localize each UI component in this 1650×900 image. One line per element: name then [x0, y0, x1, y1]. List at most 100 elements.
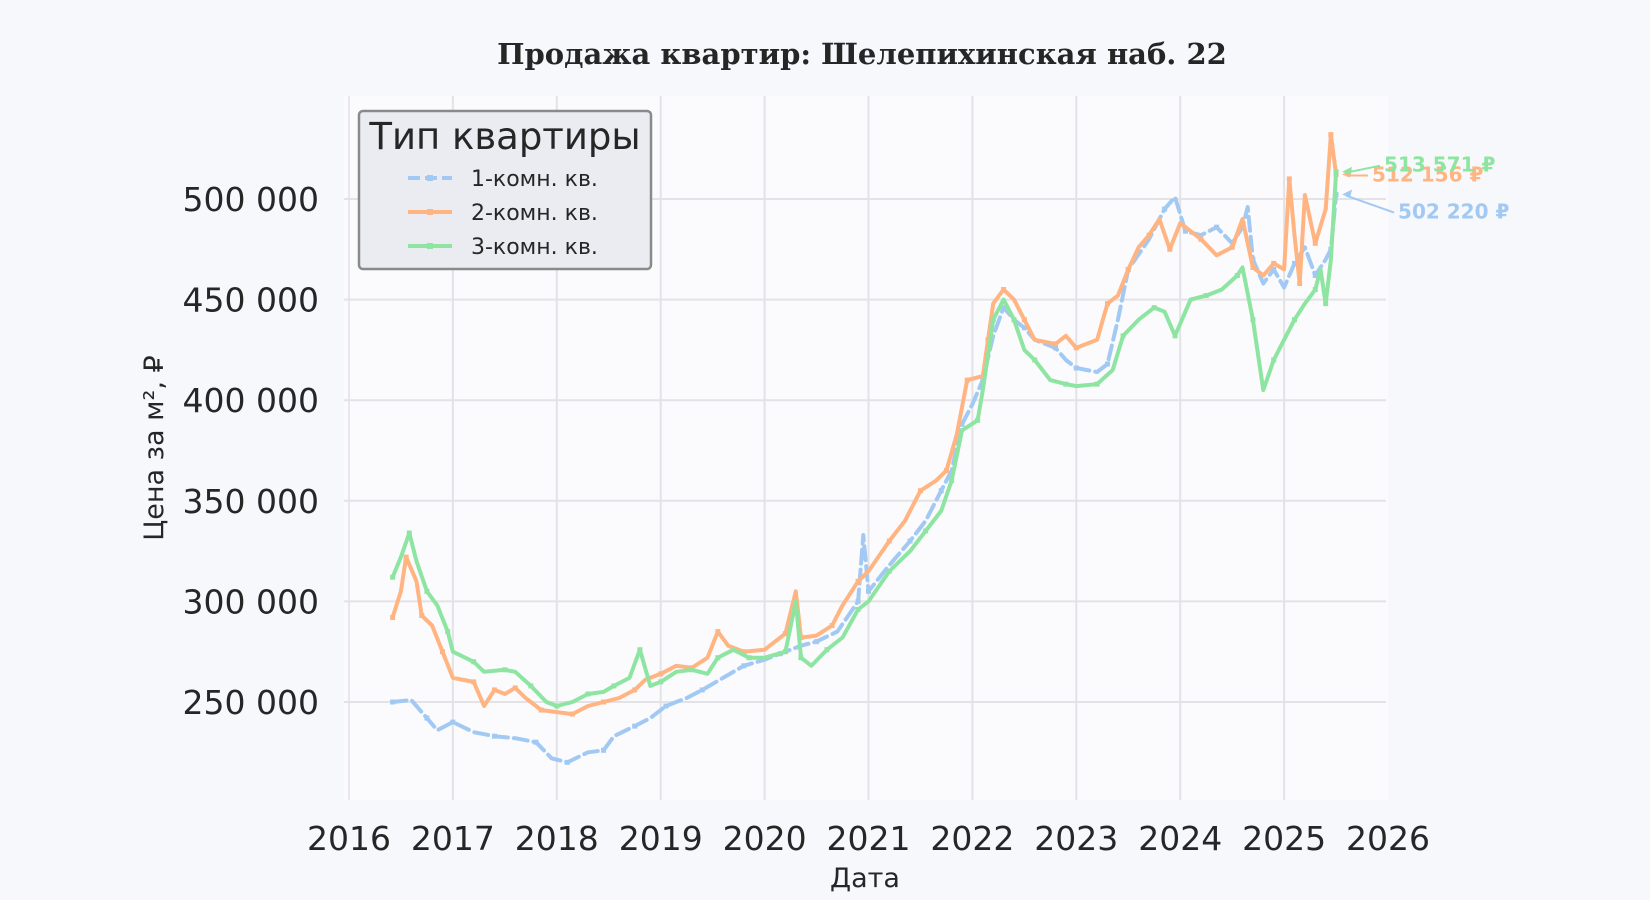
data-point: [471, 659, 477, 665]
data-point: [1234, 272, 1240, 278]
data-point: [715, 629, 721, 635]
data-point: [886, 568, 892, 574]
end-labels: 502 220 ₽ 512 156 ₽513 571 ₽: [1342, 153, 1509, 224]
data-point: [1333, 169, 1339, 175]
data-point: [907, 538, 913, 544]
data-point: [491, 733, 497, 739]
legend-label: 1-комн. кв.: [471, 167, 598, 192]
data-point: [1167, 246, 1173, 252]
data-point: [1172, 333, 1178, 339]
data-point: [637, 647, 643, 653]
data-point: [554, 703, 560, 709]
data-point: [1011, 317, 1017, 323]
data-point: [866, 588, 871, 594]
data-point: [450, 719, 456, 725]
end-label-arrow: [1345, 164, 1381, 174]
data-point: [886, 538, 892, 544]
data-point: [1032, 357, 1038, 363]
data-point: [782, 649, 788, 655]
data-point: [1286, 176, 1292, 182]
data-point: [1182, 228, 1188, 234]
data-point: [855, 598, 861, 604]
x-tick-label: 2022: [930, 819, 1014, 858]
data-point: [985, 337, 991, 343]
data-point: [1146, 232, 1152, 238]
legend-items: 1-комн. кв. 2-комн. кв. 3-комн. кв.: [408, 167, 598, 260]
data-point: [975, 417, 981, 423]
data-point: [959, 421, 965, 427]
data-point: [1053, 341, 1059, 347]
data-point: [424, 588, 430, 594]
series-line: [390, 132, 1339, 717]
data-point: [502, 667, 508, 673]
legend-title: Тип квартиры: [368, 115, 640, 158]
data-point: [1229, 244, 1235, 250]
data-point: [1271, 260, 1277, 266]
data-point: [1312, 272, 1318, 278]
data-point: [943, 468, 949, 474]
y-tick-label: 350 000: [183, 482, 319, 521]
x-tick-label: 2019: [619, 819, 703, 858]
data-point: [601, 699, 607, 705]
end-value-label: 502 220 ₽: [1398, 200, 1509, 224]
data-point: [1104, 361, 1110, 367]
data-point: [471, 679, 477, 685]
data-point: [1214, 224, 1220, 230]
data-point: [814, 639, 820, 645]
data-point: [1323, 301, 1329, 307]
data-point: [1073, 365, 1079, 371]
data-point: [1291, 260, 1297, 266]
x-tick-label: 2024: [1138, 819, 1222, 858]
data-point: [632, 723, 638, 729]
end-label-arrow: [1345, 194, 1395, 214]
x-tick-label: 2026: [1346, 819, 1430, 858]
data-point: [1120, 333, 1126, 339]
data-point: [1271, 357, 1277, 363]
data-point: [601, 747, 607, 753]
data-point: [445, 629, 451, 635]
data-point: [419, 612, 425, 618]
legend-marker: [427, 243, 433, 249]
x-tick-label: 2025: [1242, 819, 1326, 858]
legend: Тип квартиры 1-комн. кв. 2-комн. кв. 3-ком…: [357, 109, 653, 271]
data-point: [1328, 132, 1334, 138]
data-point: [990, 317, 996, 323]
data-point: [1001, 305, 1007, 311]
data-point: [855, 578, 861, 584]
x-axis-label: Дата: [830, 863, 900, 894]
legend-marker: [427, 175, 433, 181]
end-label-arrowhead: [1342, 189, 1353, 198]
data-point: [1094, 381, 1100, 387]
x-tick-label: 2023: [1034, 819, 1118, 858]
legend-label: 2-комн. кв.: [471, 201, 598, 226]
y-tick-label: 300 000: [183, 582, 319, 621]
data-point: [632, 687, 638, 693]
data-point: [390, 699, 396, 705]
data-point: [533, 739, 539, 745]
x-tick-label: 2020: [723, 819, 807, 858]
data-point: [390, 574, 396, 580]
data-point: [491, 687, 497, 693]
x-tick-label: 2018: [515, 819, 599, 858]
x-tick-label: 2016: [307, 819, 391, 858]
data-point: [390, 614, 396, 620]
data-point: [741, 649, 747, 655]
data-point: [1063, 381, 1069, 387]
data-point: [741, 663, 747, 669]
chart-title: Продажа квартир: Шелепихинская наб. 22: [497, 37, 1227, 71]
data-point: [715, 655, 721, 661]
data-point: [1297, 281, 1303, 287]
data-point: [1151, 305, 1157, 311]
data-point: [1312, 240, 1318, 246]
data-point: [658, 679, 664, 685]
data-point: [585, 691, 591, 697]
data-point: [1291, 317, 1297, 323]
data-point: [824, 647, 830, 653]
data-point: [855, 606, 861, 612]
data-point: [1250, 264, 1256, 270]
data-point: [917, 488, 923, 494]
data-point: [1021, 325, 1027, 331]
data-point: [1073, 345, 1079, 351]
data-point: [746, 655, 752, 661]
